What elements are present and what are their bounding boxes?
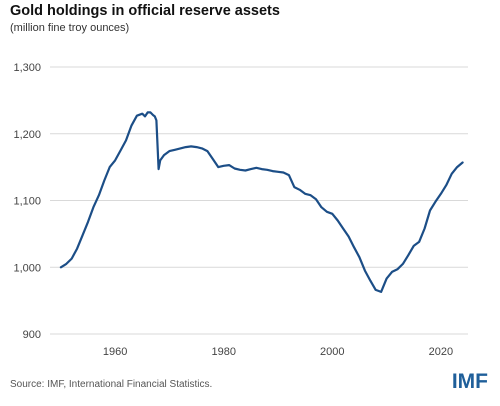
data-point bbox=[419, 241, 420, 242]
data-point bbox=[223, 165, 224, 166]
data-point bbox=[136, 115, 137, 116]
data-point bbox=[229, 165, 230, 166]
data-point bbox=[147, 112, 148, 113]
data-point bbox=[142, 113, 143, 114]
data-point bbox=[156, 120, 157, 121]
data-point bbox=[402, 263, 403, 264]
data-point bbox=[370, 280, 371, 281]
gridlines bbox=[50, 66, 468, 335]
data-point bbox=[462, 162, 463, 163]
data-point bbox=[429, 210, 430, 211]
data-point bbox=[364, 270, 365, 271]
data-point bbox=[174, 149, 175, 150]
chart-subtitle: (million fine troy ounces) bbox=[10, 22, 130, 34]
data-point bbox=[144, 116, 145, 117]
data-point bbox=[386, 278, 387, 279]
data-point bbox=[180, 148, 181, 149]
data-point bbox=[87, 221, 88, 222]
y-tick-label: 900 bbox=[23, 329, 41, 341]
data-point bbox=[154, 116, 155, 117]
data-point bbox=[299, 189, 300, 190]
data-point bbox=[288, 175, 289, 176]
data-point bbox=[98, 195, 99, 196]
data-point bbox=[391, 271, 392, 272]
data-point bbox=[267, 169, 268, 170]
data-point bbox=[446, 185, 447, 186]
line-chart: 900 1,000 1,100 1,200 1,300 1960 1980 2000 2020 bbox=[13, 62, 468, 358]
data-point bbox=[212, 159, 213, 160]
y-tick-label: 1,200 bbox=[13, 129, 41, 141]
data-point bbox=[60, 267, 61, 268]
data-point bbox=[321, 207, 322, 208]
data-point bbox=[185, 147, 186, 148]
data-point bbox=[326, 211, 327, 212]
data-point bbox=[353, 247, 354, 248]
data-point bbox=[337, 220, 338, 221]
data-point bbox=[153, 115, 154, 116]
source-note: Source: IMF, International Financial Sta… bbox=[10, 379, 213, 390]
data-point bbox=[163, 155, 164, 156]
data-point bbox=[408, 255, 409, 256]
data-point bbox=[115, 160, 116, 161]
x-tick-label: 2000 bbox=[320, 346, 344, 358]
data-point bbox=[435, 201, 436, 202]
data-point bbox=[125, 140, 126, 141]
data-point bbox=[294, 187, 295, 188]
data-point bbox=[239, 169, 240, 170]
data-point bbox=[120, 150, 121, 151]
x-tick-label: 1980 bbox=[211, 346, 235, 358]
data-point bbox=[261, 169, 262, 170]
data-point bbox=[191, 146, 192, 147]
data-point bbox=[169, 151, 170, 152]
data-point bbox=[272, 171, 273, 172]
y-axis-tick-labels: 900 1,000 1,100 1,200 1,300 bbox=[13, 62, 41, 341]
data-point bbox=[359, 257, 360, 258]
data-point bbox=[315, 199, 316, 200]
data-point bbox=[201, 148, 202, 149]
data-point bbox=[277, 171, 278, 172]
data-point bbox=[381, 291, 382, 292]
data-point bbox=[160, 160, 161, 161]
x-axis-tick-labels: 1960 1980 2000 2020 bbox=[103, 346, 453, 358]
data-point bbox=[332, 213, 333, 214]
series-line-gold-holdings bbox=[59, 111, 464, 293]
data-point bbox=[82, 235, 83, 236]
series-layer bbox=[59, 111, 464, 293]
data-point bbox=[218, 167, 219, 168]
data-point bbox=[424, 228, 425, 229]
x-tick-label: 2020 bbox=[429, 346, 453, 358]
data-point bbox=[109, 167, 110, 168]
data-point bbox=[207, 151, 208, 152]
data-point bbox=[375, 289, 376, 290]
data-point bbox=[93, 207, 94, 208]
data-point bbox=[158, 169, 159, 170]
data-point bbox=[66, 263, 67, 264]
x-tick-label: 1960 bbox=[103, 346, 127, 358]
y-tick-label: 1,300 bbox=[13, 62, 41, 74]
data-point bbox=[250, 169, 251, 170]
data-point bbox=[451, 173, 452, 174]
data-point bbox=[256, 167, 257, 168]
data-point bbox=[104, 180, 105, 181]
data-point bbox=[245, 170, 246, 171]
data-point bbox=[196, 147, 197, 148]
data-point bbox=[397, 269, 398, 270]
data-point bbox=[457, 167, 458, 168]
data-point bbox=[150, 112, 151, 113]
imf-logo: IMF bbox=[451, 370, 488, 393]
y-tick-label: 1,000 bbox=[13, 262, 41, 274]
data-point bbox=[71, 258, 72, 259]
y-tick-label: 1,100 bbox=[13, 196, 41, 208]
data-point bbox=[310, 195, 311, 196]
chart-title: Gold holdings in official reserve assets bbox=[10, 3, 280, 19]
data-point bbox=[77, 248, 78, 249]
data-point bbox=[283, 172, 284, 173]
data-point bbox=[413, 245, 414, 246]
data-point bbox=[343, 228, 344, 229]
data-point bbox=[440, 193, 441, 194]
data-point bbox=[305, 193, 306, 194]
data-point bbox=[234, 168, 235, 169]
data-point bbox=[131, 125, 132, 126]
data-point bbox=[348, 236, 349, 237]
